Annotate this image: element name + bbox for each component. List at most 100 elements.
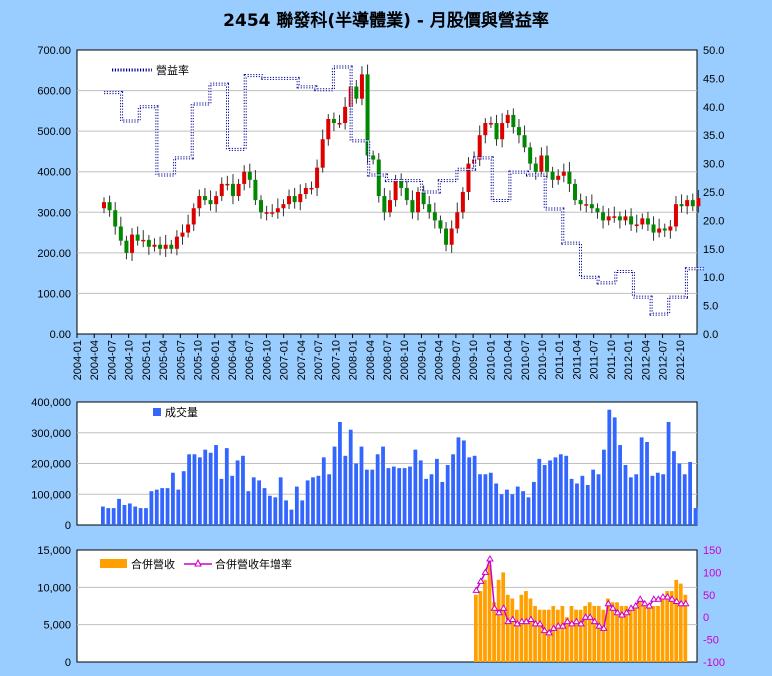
candle-body: [410, 200, 415, 213]
volume-y-tick-label: 0: [65, 520, 71, 532]
volume-bar: [639, 437, 644, 525]
x-tick-label: 2011-07: [589, 340, 601, 380]
x-tick-label: 2009-04: [434, 340, 446, 380]
x-tick-label: 2012-07: [658, 340, 670, 380]
volume-bar: [510, 494, 515, 525]
candle-body: [460, 192, 465, 213]
revenue-bar: [674, 579, 679, 662]
volume-bar: [580, 475, 585, 525]
volume-bar: [645, 441, 649, 525]
revenue-bar: [647, 606, 651, 662]
volume-bar: [348, 429, 353, 525]
candle-body: [208, 200, 213, 205]
volume-bar: [294, 486, 299, 525]
yoy-marker: [558, 622, 567, 629]
candle-body: [337, 123, 342, 125]
volume-bar: [602, 449, 606, 525]
revenue-bar: [683, 594, 688, 662]
volume-bar: [176, 489, 181, 525]
candle-body: [606, 216, 611, 221]
volume-bar: [682, 474, 687, 525]
volume-y-tick-label: 300,000: [31, 428, 71, 440]
margin-legend-label: 營益率: [156, 63, 189, 77]
candle-body: [444, 228, 449, 245]
yoy-marker: [577, 619, 585, 627]
volume-bar: [316, 475, 321, 525]
revenue-bar: [669, 591, 674, 662]
volume-legend-swatch: [153, 408, 161, 416]
revenue-bar: [546, 609, 551, 662]
volume-bar: [359, 446, 364, 525]
margin-y-tick-label: 0.0: [703, 329, 718, 341]
volume-bar: [117, 498, 121, 525]
volume-bar: [612, 417, 617, 525]
candle-body: [214, 196, 219, 205]
candle-body: [584, 204, 589, 206]
candle-body: [539, 155, 544, 172]
volume-bar: [214, 445, 218, 525]
candle-body: [197, 196, 202, 209]
revenue-bar: [633, 606, 638, 662]
yoy-marker: [608, 604, 617, 611]
yoy-marker: [563, 617, 572, 625]
candle-body: [169, 244, 174, 249]
margin-y-tick-label: 35.0: [703, 130, 724, 142]
revenue-y-tick-label: 0: [65, 657, 71, 669]
volume-y-tick-label: 100,000: [31, 489, 71, 501]
yoy-y-tick-label: -100: [703, 657, 725, 669]
margin-y-tick-label: 10.0: [703, 272, 724, 284]
revenue-bar: [519, 594, 524, 662]
x-tick-label: 2006-01: [210, 340, 222, 380]
revenue-bar: [642, 602, 647, 662]
volume-bar: [445, 465, 450, 525]
volume-bar: [154, 489, 159, 525]
volume-bar: [585, 485, 590, 525]
revenue-bar: [651, 606, 656, 662]
candle-body: [477, 135, 482, 160]
price-y-tick-label: 700.00: [37, 45, 71, 57]
candle-body: [303, 187, 308, 195]
candle-body: [505, 114, 510, 124]
volume-bar: [262, 488, 267, 525]
x-tick-label: 2005-01: [141, 340, 153, 380]
candle-body: [113, 210, 118, 227]
candle-body: [130, 234, 135, 253]
yoy-marker: [517, 617, 526, 625]
candle-body: [634, 224, 639, 226]
volume-bar: [106, 508, 111, 525]
volume-bar: [149, 491, 154, 525]
yoy-marker: [581, 613, 590, 620]
volume-bar: [241, 455, 245, 525]
margin-y-tick-label: 20.0: [703, 215, 724, 227]
yoy-marker: [636, 595, 645, 602]
volume-bar: [257, 480, 262, 525]
revenue-bar: [505, 594, 510, 662]
volume-bar: [607, 409, 612, 525]
yoy-y-tick-label: -50: [703, 635, 719, 647]
volume-bar: [515, 486, 520, 525]
candle-body: [449, 228, 454, 245]
volume-bar: [332, 446, 337, 525]
x-tick-label: 2009-10: [468, 340, 480, 380]
x-tick-label: 2008-10: [399, 340, 411, 380]
yoy-marker: [586, 613, 594, 620]
volume-bar: [230, 475, 235, 525]
revenue-bar: [587, 602, 592, 662]
volume-bar: [386, 468, 391, 525]
yoy-marker: [677, 599, 686, 607]
revenue-bar: [565, 617, 569, 662]
candle-body: [629, 216, 634, 225]
margin-y-tick-label: 30.0: [703, 159, 724, 171]
volume-bar: [688, 461, 693, 525]
candle-body: [516, 127, 521, 136]
revenue-bar: [619, 606, 624, 662]
yoy-marker: [531, 619, 540, 627]
yoy-marker: [486, 554, 494, 562]
revenue-bar: [524, 591, 528, 662]
revenue-bar: [592, 606, 597, 662]
candle-body: [466, 163, 471, 192]
volume-bar: [408, 466, 412, 525]
volume-bar: [343, 455, 348, 525]
candle-body: [253, 179, 258, 201]
margin-y-tick-label: 15.0: [703, 244, 724, 256]
